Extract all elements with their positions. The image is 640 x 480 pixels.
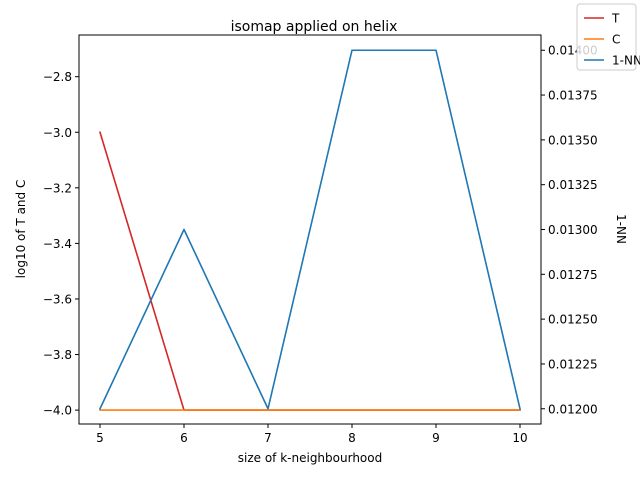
y-left-tick-label: −2.8	[43, 70, 72, 84]
series-line-1-nn	[98, 49, 521, 410]
y-right-tick-label: 0.01300	[548, 223, 598, 237]
y-axis-left: −4.0 −3.8 −3.6 −3.4 −3.2 −3.0 −2.8	[43, 70, 79, 418]
x-tick-label: 6	[180, 431, 188, 445]
series-layer	[98, 49, 521, 411]
y-axis-label-right: 1-NN	[614, 214, 628, 244]
x-tick-label: 5	[96, 431, 104, 445]
y-right-tick-label: 0.01325	[548, 178, 598, 192]
x-axis-label: size of k-neighbourhood	[238, 451, 382, 465]
series-line-t	[99, 131, 521, 411]
x-tick-label: 7	[264, 431, 272, 445]
y-left-tick-label: −3.6	[43, 292, 72, 306]
y-right-tick-label: 0.01275	[548, 268, 598, 282]
y-right-tick-label: 0.01350	[548, 133, 598, 147]
legend: TC 1-NN	[576, 3, 640, 71]
y-right-tick-label: 0.01200	[548, 402, 598, 416]
y-left-tick-label: −3.0	[43, 126, 72, 140]
chart-title: isomap applied on helix	[231, 19, 398, 35]
y-left-tick-label: −3.2	[43, 181, 72, 195]
legend-label: 1-NN	[612, 54, 640, 68]
y-axis-label-left: log10 of T and C	[14, 180, 28, 279]
y-left-tick-label: −3.8	[43, 348, 72, 362]
y-axis-right: 0.01200 0.01225 0.01250 0.01275 0.01300 0.013…	[541, 44, 598, 416]
y-right-tick-label: 0.01375	[548, 89, 598, 103]
y-right-tick-label: 0.01250	[548, 313, 598, 327]
y-left-tick-label: −4.0	[43, 404, 72, 418]
legend-label: T	[611, 12, 620, 26]
y-right-tick-label: 0.01225	[548, 357, 598, 371]
x-axis: 5 6 7 8 9 10	[96, 424, 528, 445]
legend-box	[576, 3, 637, 71]
x-tick-label: 10	[512, 431, 527, 445]
x-tick-label: 9	[432, 431, 440, 445]
legend-label: C	[612, 33, 620, 47]
y-left-tick-label: −3.4	[43, 237, 72, 251]
x-tick-label: 8	[348, 431, 356, 445]
